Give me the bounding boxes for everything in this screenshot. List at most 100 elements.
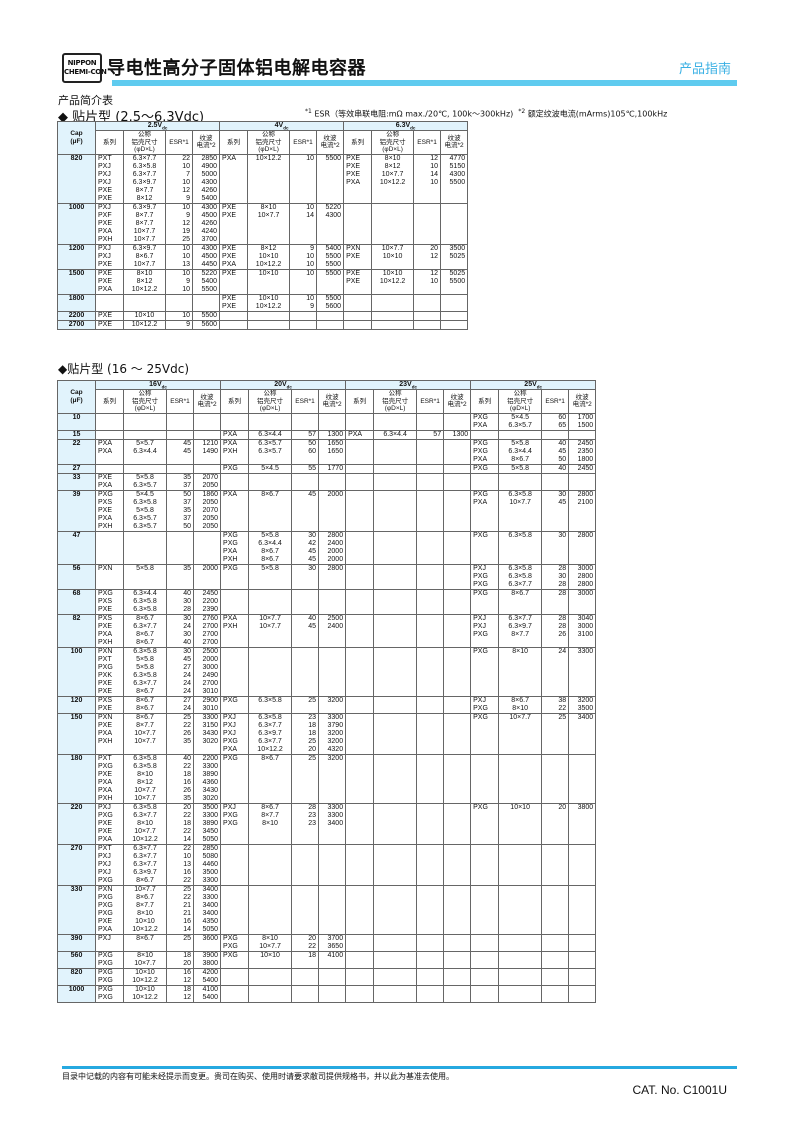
case-size-cell: 5×5.8 — [498, 463, 543, 474]
cell-line: 2400 — [327, 622, 344, 630]
cell-line: 3300 — [327, 803, 344, 811]
cell-line: 5220 — [201, 269, 218, 277]
cell-line: 9 — [186, 194, 190, 202]
cell-line: 10 — [182, 252, 190, 260]
text-line: (φD×L) — [259, 405, 281, 412]
cell-line: 12 — [430, 269, 439, 277]
cell-line: 6.3×5.7 — [133, 522, 157, 530]
cell-line: PXN — [98, 713, 113, 721]
cell-line: 2500 — [202, 647, 219, 655]
series-cell — [219, 319, 249, 330]
series-cell: PXG — [470, 463, 500, 474]
cell-line: 10×7.7 — [259, 614, 281, 622]
cell-line: PXJ — [223, 713, 236, 721]
ripple-cell — [440, 293, 469, 312]
case-size-cell: 5×5.8 6.3×5.7 — [123, 472, 167, 491]
cell-line: 2800 — [577, 572, 594, 580]
ripple-cell — [568, 933, 597, 952]
cell-line: 20 — [308, 934, 317, 942]
cell-line: 35 — [183, 506, 191, 514]
cell-line: 6.3×5.8 — [133, 498, 157, 506]
cell-line: PXN — [98, 564, 113, 572]
cell-line: 9 — [310, 302, 315, 310]
ripple-cell: 2000 — [318, 489, 347, 532]
series-cell — [345, 802, 375, 845]
cell-line: 1650 — [327, 439, 344, 447]
cell-line: PXA — [98, 447, 113, 455]
cell-line: PXA — [98, 925, 113, 933]
case-size-cell — [373, 613, 418, 648]
cell-line: 9 — [310, 244, 315, 252]
esr-cell: 10 9 10 — [165, 268, 193, 295]
cell-line: 3700 — [327, 934, 344, 942]
cell-line: 5×5.8 — [511, 464, 529, 472]
ripple-cell: 3800 — [568, 802, 597, 845]
ripple-cell — [318, 412, 347, 431]
ripple-cell — [443, 588, 472, 615]
cell-line: 6.3×5.8 — [133, 597, 157, 605]
cell-line: PXA — [473, 498, 488, 506]
cell-line: 20 — [183, 959, 191, 967]
series-cell: PXE PXE PXA — [95, 268, 124, 295]
case-size-cell — [248, 843, 293, 886]
cell-line: 3000 — [577, 589, 594, 597]
voltage-value: 2.5V — [147, 122, 163, 130]
cell-line: PXA — [473, 421, 488, 429]
ripple-cell — [568, 984, 597, 1003]
table-row: 82 PXS PXE PXA PXH 8×6.7 6.3×7.7 8×6.7 8×6.7 30 24… — [57, 613, 597, 648]
cell-line: PXE — [98, 819, 113, 827]
cell-line: PXA — [223, 614, 238, 622]
cell-line: PXJ — [98, 203, 111, 211]
esr-cell: 20 22 — [291, 933, 320, 952]
esr-cell — [416, 563, 445, 590]
cell-line: 57 — [308, 430, 317, 438]
cell-line: 5×5.8 — [261, 564, 279, 572]
product-guide-link[interactable]: 产品指南 — [678, 62, 731, 77]
cell-line: 10×7.7 — [133, 227, 156, 235]
cell-line: 5500 — [201, 311, 218, 319]
cell-line: 2500 — [327, 614, 344, 622]
ripple-cell: 2500 2400 — [318, 613, 347, 648]
cell-line: 8×6.7 — [136, 893, 154, 901]
cell-line: 30 — [183, 630, 191, 638]
esr-cell: 25 22 21 21 16 14 — [166, 884, 194, 935]
ripple-cell: 3400 3300 3400 3400 4350 5050 — [192, 884, 222, 935]
esr-cell: 12 10 14 10 — [413, 153, 442, 204]
cell-line: 10×12.2 — [132, 925, 158, 933]
ripple-header: 纹波 电流*2 — [191, 130, 221, 155]
cell-line: 10×7.7 — [134, 729, 156, 737]
cell-line: 3600 — [202, 934, 219, 942]
cell-line: 3400 — [202, 909, 219, 917]
cell-line: 8×6.7 — [135, 252, 154, 260]
footer-divider — [62, 1066, 737, 1069]
cell-line: PXJ — [98, 852, 111, 860]
table-row: 47 PXG PXG PXA PXH 5×5.8 6.3×4.4 8×6.7 8×6.7 30 42… — [57, 530, 597, 565]
ripple-cell: 3200 3500 — [568, 695, 597, 714]
cell-line: 2800 — [577, 490, 594, 498]
cell-line: 14 — [306, 211, 315, 219]
cell-line: PXE — [98, 186, 113, 194]
text-line: 电流*2 — [196, 142, 216, 150]
text-line: 铝壳尺寸 — [379, 138, 406, 146]
case-size-cell — [498, 967, 543, 986]
table-row: 270 PXT PXJ PXJ PXJ PXG 6.3×7.7 6.3×7.7 6.3×7.7 6… — [57, 843, 597, 886]
case-size-cell: 6.3×9.7 8×7.7 8×7.7 10×7.7 10×7.7 — [123, 202, 166, 245]
ripple-cell: 2200 3300 3890 4360 3430 3020 — [192, 753, 222, 804]
cell-line: 24 — [183, 704, 191, 712]
text-line: 系列 — [351, 138, 365, 146]
table-row: 1000 PXG PXG 10×10 10×12.2 18 12 4100 5400 — [57, 984, 597, 1003]
esr-cell: 16 12 — [166, 967, 194, 986]
series-cell: PXG — [470, 588, 500, 615]
esr-cell: 28 — [541, 588, 570, 615]
cell-line: 5050 — [202, 835, 219, 843]
cell-line: 6.3×9.7 — [132, 178, 157, 186]
cell-line: 10×7.7 — [381, 170, 404, 178]
series-cell: PXT PXJ PXJ PXJ PXE PXE — [95, 153, 124, 204]
chip-type-table-16-25v: Cap (μF) 16Vdc 20Vdc 23Vdc 25Vdc 系列 公称 铝壳尺寸 (φD×L… — [57, 380, 597, 1003]
cell-line: 2050 — [202, 481, 219, 489]
esr-cell: 25 — [541, 712, 570, 755]
esr-cell: 20 — [541, 802, 570, 845]
ripple-header: 纹波 电流*2 — [316, 130, 345, 155]
text-line: 公称 — [138, 390, 152, 397]
cell-line: 6.3×5.8 — [133, 647, 157, 655]
